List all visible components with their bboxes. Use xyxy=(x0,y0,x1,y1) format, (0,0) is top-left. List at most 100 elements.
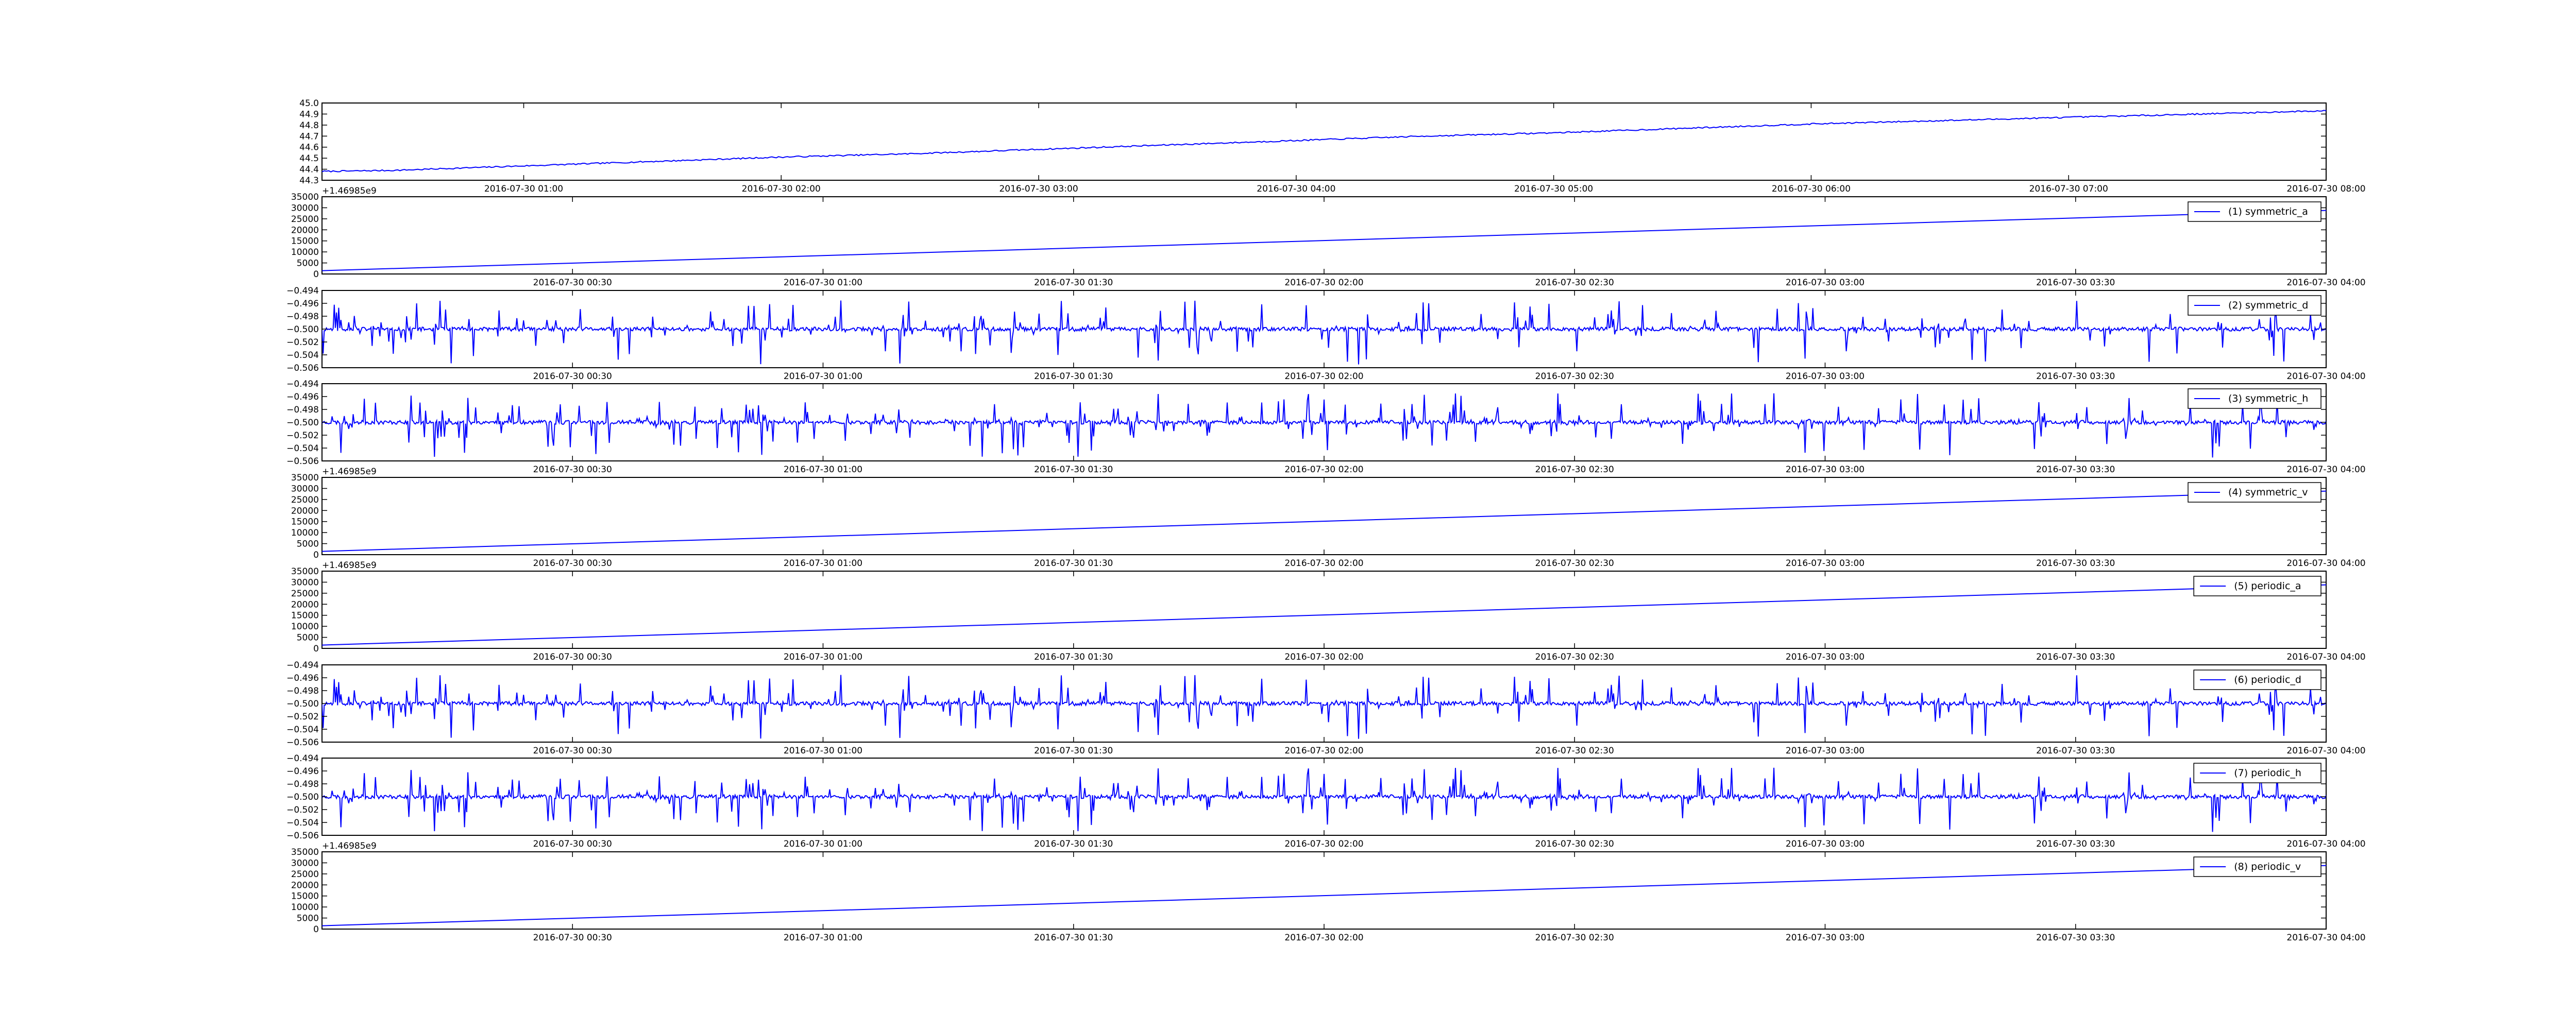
y-tick-label: −0.506 xyxy=(286,737,319,748)
x-tick-label: 2016-07-30 02:30 xyxy=(1535,933,1614,943)
x-tick-label: 2016-07-30 03:30 xyxy=(2036,558,2115,569)
axes-frame xyxy=(321,196,2327,274)
x-tick-label: 2016-07-30 03:30 xyxy=(2036,933,2115,943)
x-tick-label: 2016-07-30 01:30 xyxy=(1034,933,1113,943)
subplot-7: −0.506 −0.504 −0.502 −0.500 −0.498 −0.496 −0.4… xyxy=(286,660,2366,756)
x-tick-label: 2016-07-30 02:00 xyxy=(1284,465,1363,475)
y-tick-label: −0.496 xyxy=(286,392,319,402)
x-tick-label: 2016-07-30 01:30 xyxy=(1034,278,1113,288)
x-tick-label: 2016-07-30 01:00 xyxy=(784,371,862,382)
x-tick-label: 2016-07-30 02:00 xyxy=(1284,558,1363,569)
x-offset-text: +1.46985e9 xyxy=(322,467,377,477)
x-tick-label: 2016-07-30 01:00 xyxy=(784,278,862,288)
x-tick-label: 2016-07-30 03:30 xyxy=(2036,652,2115,662)
legend: (8) periodic_v xyxy=(2193,856,2321,877)
x-tick-label: 2016-07-30 00:30 xyxy=(533,465,612,475)
x-tick-label: 2016-07-30 03:00 xyxy=(1786,278,1865,288)
y-tick-label: 30000 xyxy=(291,577,319,588)
legend-label: (5) periodic_a xyxy=(2234,580,2301,592)
legend: (1) symmetric_a xyxy=(2188,201,2321,222)
x-tick-label: 2016-07-30 00:30 xyxy=(533,278,612,288)
x-tick-label: 2016-07-30 02:30 xyxy=(1535,558,1614,569)
y-tick-label: −0.502 xyxy=(286,805,319,815)
y-tick-label: 10000 xyxy=(291,528,319,538)
legend-label: (7) periodic_h xyxy=(2234,767,2301,779)
y-tick-label: −0.496 xyxy=(286,299,319,309)
y-tick-label: 20000 xyxy=(291,506,319,516)
legend-label: (8) periodic_v xyxy=(2234,861,2301,872)
x-tick-label: 2016-07-30 01:00 xyxy=(784,652,862,662)
y-tick-label: 5000 xyxy=(297,633,319,643)
y-tick-label: 44.5 xyxy=(299,153,319,164)
y-tick-label: −0.494 xyxy=(286,286,319,296)
x-tick-label: 2016-07-30 01:30 xyxy=(1034,839,1113,849)
y-tick-label: −0.498 xyxy=(286,312,319,322)
x-tick-label: 2016-07-30 01:00 xyxy=(484,184,563,194)
y-tick-label: 25000 xyxy=(291,214,319,225)
y-tick-label: 30000 xyxy=(291,484,319,494)
x-tick-label: 2016-07-30 02:00 xyxy=(1284,371,1363,382)
y-tick-label: −0.506 xyxy=(286,456,319,467)
series-line xyxy=(322,393,2326,458)
y-tick-label: −0.502 xyxy=(286,431,319,441)
y-tick-label: 44.3 xyxy=(299,176,319,186)
x-offset-text: +1.46985e9 xyxy=(322,841,377,851)
subplot-8: −0.506 −0.504 −0.502 −0.500 −0.498 −0.496 −0.4… xyxy=(286,753,2366,851)
x-tick-label: 2016-07-30 01:00 xyxy=(784,558,862,569)
y-tick-label: −0.494 xyxy=(286,379,319,389)
x-tick-label: 2016-07-30 01:30 xyxy=(1034,558,1113,569)
y-tick-label: 5000 xyxy=(297,914,319,924)
y-tick-label: 30000 xyxy=(291,858,319,868)
y-tick-label: −0.504 xyxy=(286,443,319,454)
series-line xyxy=(322,865,2326,926)
x-tick-label: 2016-07-30 01:30 xyxy=(1034,652,1113,662)
subplot-1: 44.344.444.544.644.744.8 44.945.0 2016-07-… xyxy=(299,98,2365,196)
y-tick-label: 10000 xyxy=(291,247,319,258)
y-tick-label: 0 xyxy=(313,924,319,935)
legend: (5) periodic_a xyxy=(2193,576,2321,596)
y-tick-label: 0 xyxy=(313,644,319,654)
y-tick-label: 20000 xyxy=(291,225,319,235)
x-tick-label: 2016-07-30 01:00 xyxy=(784,933,862,943)
legend: (2) symmetric_d xyxy=(2188,295,2321,316)
y-tick-label: −0.496 xyxy=(286,673,319,683)
x-tick-label: 2016-07-30 01:30 xyxy=(1034,465,1113,475)
x-offset-text: +1.46985e9 xyxy=(322,560,377,571)
legend-box xyxy=(2193,763,2321,783)
x-tick-label: 2016-07-30 01:00 xyxy=(784,746,862,756)
series-line xyxy=(322,210,2326,271)
x-tick-label: 2016-07-30 04:00 xyxy=(1257,184,1335,194)
series-line xyxy=(322,300,2326,365)
x-tick-label: 2016-07-30 00:30 xyxy=(533,558,612,569)
y-tick-label: −0.494 xyxy=(286,660,319,671)
x-tick-label: 2016-07-30 00:30 xyxy=(533,652,612,662)
x-tick-label: 2016-07-30 04:00 xyxy=(2286,652,2365,662)
y-tick-label: −0.496 xyxy=(286,766,319,777)
y-tick-label: 15000 xyxy=(291,236,319,247)
x-offset-text: +1.46985e9 xyxy=(322,186,377,196)
legend-label: (2) symmetric_d xyxy=(2228,300,2308,311)
y-tick-label: 5000 xyxy=(297,539,319,550)
x-tick-label: 2016-07-30 05:00 xyxy=(1514,184,1593,194)
x-tick-label: 2016-07-30 03:00 xyxy=(1786,746,1865,756)
y-tick-label: 10000 xyxy=(291,902,319,913)
y-tick-label: 5000 xyxy=(297,259,319,269)
x-tick-label: 2016-07-30 04:00 xyxy=(2286,465,2365,475)
x-tick-label: 2016-07-30 04:00 xyxy=(2286,933,2365,943)
x-tick-label: 2016-07-30 03:00 xyxy=(1786,371,1865,382)
subplot-3: −0.506 −0.504 −0.502 −0.500 −0.498 −0.496 −0.4… xyxy=(286,286,2366,382)
y-tick-label: −0.494 xyxy=(286,753,319,764)
series-line xyxy=(322,110,2326,173)
axes-frame xyxy=(321,477,2327,555)
x-tick-label: 2016-07-30 00:30 xyxy=(533,746,612,756)
y-tick-label: −0.504 xyxy=(286,725,319,735)
y-tick-label: 25000 xyxy=(291,495,319,505)
x-tick-label: 2016-07-30 03:30 xyxy=(2036,746,2115,756)
y-tick-label: 35000 xyxy=(291,847,319,857)
x-tick-label: 2016-07-30 02:30 xyxy=(1535,839,1614,849)
x-tick-label: 2016-07-30 04:00 xyxy=(2286,839,2365,849)
y-tick-label: −0.500 xyxy=(286,324,319,335)
x-tick-label: 2016-07-30 04:00 xyxy=(2286,746,2365,756)
